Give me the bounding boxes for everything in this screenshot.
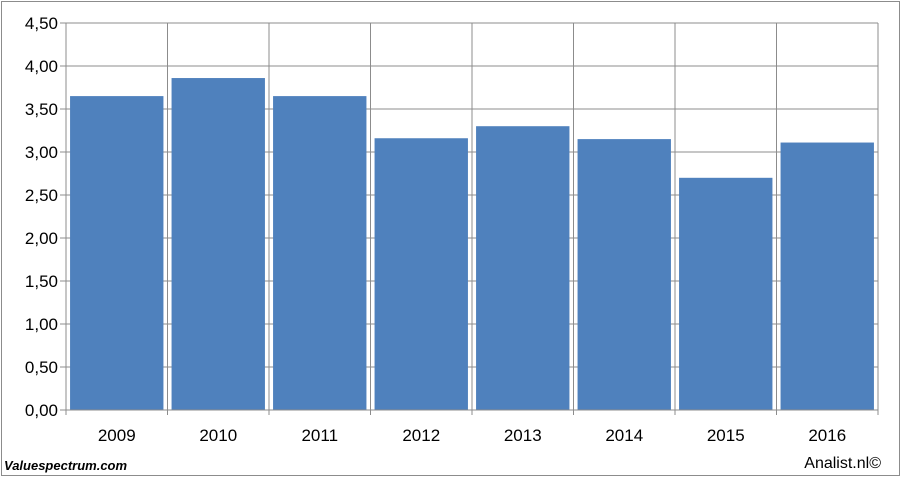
- bar-2011: [273, 96, 367, 410]
- y-tick-label: 2,50: [25, 186, 58, 205]
- y-tick-label: 4,00: [25, 57, 58, 76]
- tick-labels: 0,00 0,50 1,00 1,50 2,00 2,50 3,00 3,50 4,00 4,50…: [25, 14, 846, 445]
- bar-2009: [70, 96, 164, 410]
- x-tick-label: 2010: [199, 426, 237, 445]
- x-tick-label: 2016: [808, 426, 846, 445]
- y-tick-label: 0,50: [25, 358, 58, 377]
- x-tick-label: 2012: [402, 426, 440, 445]
- source-label-right: Analist.nl©: [804, 455, 881, 472]
- bar-2013: [476, 126, 570, 410]
- x-tick-label: 2013: [504, 426, 542, 445]
- y-tick-label: 2,00: [25, 229, 58, 248]
- bars: [70, 78, 874, 411]
- y-tick-label: 1,00: [25, 315, 58, 334]
- y-tick-label: 0,00: [25, 401, 58, 420]
- y-tick-label: 1,50: [25, 272, 58, 291]
- source-label-left: Valuespectrum.com: [4, 458, 128, 473]
- axes: [60, 22, 879, 415]
- x-tick-label: 2011: [301, 426, 338, 445]
- bar-2015: [679, 177, 773, 410]
- y-tick-label: 3,00: [25, 143, 58, 162]
- bar-2016: [780, 142, 874, 411]
- x-tick-label: 2015: [707, 426, 745, 445]
- bar-2014: [577, 139, 671, 410]
- bar-2012: [374, 138, 468, 411]
- x-tick-label: 2009: [98, 426, 136, 445]
- x-tick-label: 2014: [605, 426, 643, 445]
- y-tick-label: 3,50: [25, 100, 58, 119]
- y-tick-label: 4,50: [25, 14, 58, 33]
- bar-2010: [171, 78, 265, 410]
